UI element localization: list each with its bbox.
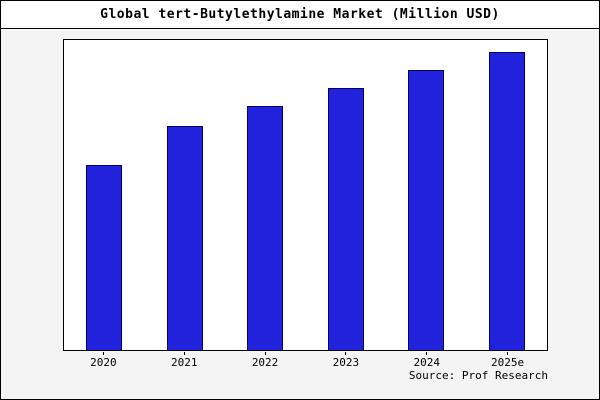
axis-tick (426, 352, 428, 355)
x-label-2025e: 2025e (490, 356, 525, 369)
axis-tick (345, 352, 347, 355)
title-bar: Global tert-Butylethylamine Market (Mill… (1, 1, 599, 29)
bar-slot-2021 (145, 40, 226, 350)
bar-slot-2022 (225, 40, 306, 350)
x-label-2020: 2020 (90, 356, 117, 369)
source-credit: Source: Prof Research (408, 369, 548, 382)
x-label-2023: 2023 (332, 356, 360, 369)
x-axis-labels: 2020 2021 2022 2023 2024 2025e (63, 352, 548, 370)
x-label-slot-2020: 2020 (63, 352, 144, 370)
x-label-slot-2024: 2024 (386, 352, 467, 370)
bar-2025e (488, 51, 525, 350)
bar-2023 (327, 87, 364, 350)
axis-tick (102, 352, 104, 355)
bar-2021 (166, 126, 203, 350)
bar-2020 (86, 165, 123, 350)
x-label-2022: 2022 (251, 356, 279, 369)
bar-slot-2025e (467, 40, 548, 350)
chart-title: Global tert-Butylethylamine Market (Mill… (100, 7, 500, 22)
x-label-slot-2025e: 2025e (467, 352, 548, 370)
bar-2024 (408, 69, 445, 350)
bar-slot-2023 (306, 40, 387, 350)
axis-tick (507, 352, 509, 355)
bar-2022 (247, 105, 284, 350)
plot-area (63, 39, 548, 351)
x-label-slot-2021: 2021 (144, 352, 225, 370)
axis-tick (183, 352, 185, 355)
x-label-2021: 2021 (170, 356, 198, 369)
bar-slot-2020 (64, 40, 145, 350)
axis-tick (264, 352, 266, 355)
bar-slot-2024 (386, 40, 467, 350)
x-label-2024: 2024 (413, 356, 440, 369)
x-label-slot-2022: 2022 (225, 352, 306, 370)
x-label-slot-2023: 2023 (305, 352, 386, 370)
